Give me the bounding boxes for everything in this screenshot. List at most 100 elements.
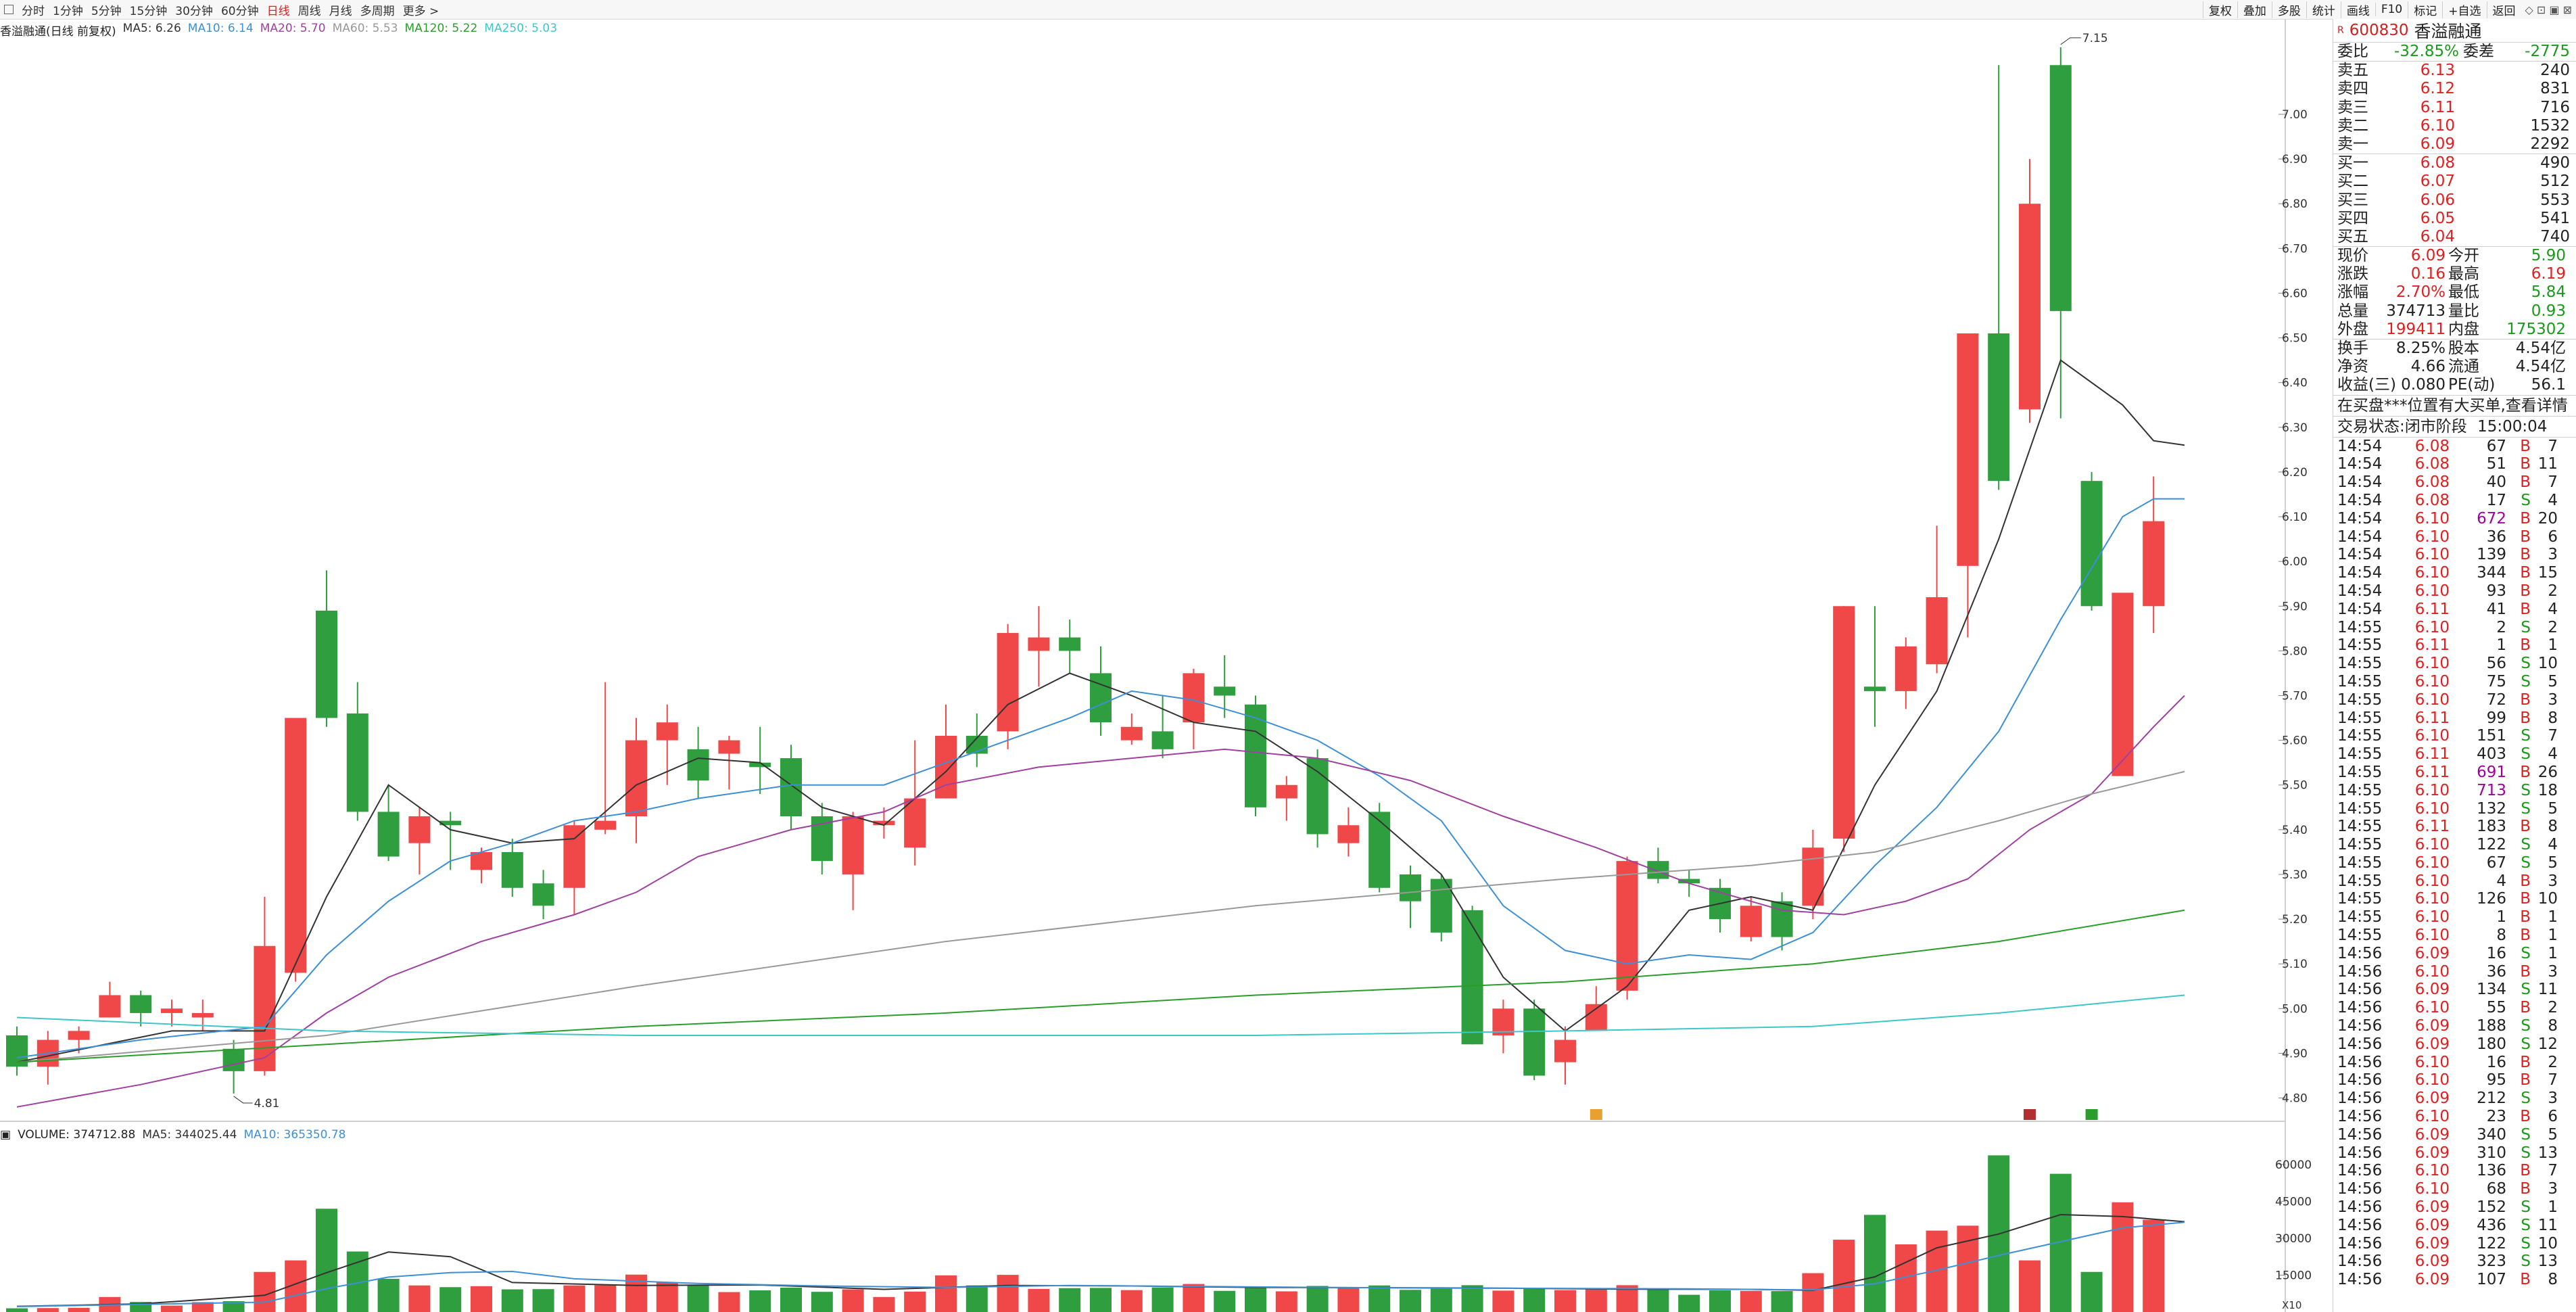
tool-button-4[interactable]: 画线 bbox=[2340, 1, 2375, 18]
period-tab-6[interactable]: 日线 bbox=[266, 4, 290, 18]
tool-button-1[interactable]: 叠加 bbox=[2237, 1, 2272, 18]
tick-row: 14:56 6.09 212 S 3 bbox=[2337, 1090, 2558, 1108]
candle-body bbox=[1120, 726, 1143, 741]
tick-row: 14:56 6.10 68 B 3 bbox=[2337, 1180, 2558, 1198]
price-tick-label: 6.90 bbox=[2282, 153, 2308, 166]
ma10-label: MA10: 6.14 bbox=[187, 22, 254, 35]
period-tab-2[interactable]: 5分钟 bbox=[91, 4, 122, 18]
volume-bar bbox=[656, 1282, 678, 1312]
chart-tools: 复权 叠加 多股 统计 画线 F10 标记 +自选 返回 ◇ ⊡ ▣ ⊠ bbox=[2202, 0, 2576, 19]
candle-body bbox=[346, 713, 368, 812]
candle-body bbox=[1090, 673, 1112, 723]
layout-toggle-icon[interactable] bbox=[4, 5, 14, 14]
volume-bar bbox=[1059, 1288, 1081, 1312]
vma10-line bbox=[16, 1221, 2185, 1307]
tick-row: 14:55 6.10 75 S 5 bbox=[2337, 672, 2558, 690]
tool-button-8[interactable]: 返回 bbox=[2486, 1, 2521, 18]
volume-tick-label: 45000 bbox=[2275, 1195, 2312, 1209]
candle-body bbox=[656, 722, 678, 741]
tool-button-6[interactable]: 标记 bbox=[2408, 1, 2442, 18]
period-tab-0[interactable]: 分时 bbox=[22, 4, 45, 18]
candle-body bbox=[1988, 333, 2010, 482]
ma120-line bbox=[16, 909, 2185, 1063]
candle-body bbox=[780, 758, 802, 817]
tick-row: 14:55 6.10 4 B 3 bbox=[2337, 872, 2558, 890]
price-tick-label: 5.50 bbox=[2282, 779, 2308, 793]
price-tick-label: 6.70 bbox=[2282, 242, 2308, 256]
ma250-line bbox=[16, 994, 2185, 1036]
period-tab-3[interactable]: 15分钟 bbox=[129, 4, 168, 18]
price-tick-label: 5.40 bbox=[2282, 824, 2308, 837]
volume-tick-label: 60000 bbox=[2275, 1158, 2312, 1172]
candle-body bbox=[563, 825, 586, 888]
ma20-line bbox=[16, 695, 2185, 1108]
candle-body bbox=[1337, 825, 1360, 843]
period-tab-9[interactable]: 多周期 bbox=[360, 4, 395, 18]
period-toolbar: 分时 1分钟 5分钟 15分钟 30分钟 60分钟 日线 周线 月线 多周期 更多 > 复权 叠加 多股… bbox=[0, 0, 2576, 20]
fundamental-row: 净资 4.66 流通 4.54亿 bbox=[2337, 358, 2566, 376]
period-tab-8[interactable]: 月线 bbox=[329, 4, 352, 18]
sells-row: 卖三 6.11 716 bbox=[2337, 98, 2570, 116]
vol-ma10-label: MA10: 365350.78 bbox=[243, 1128, 346, 1142]
volume-bar bbox=[408, 1285, 431, 1312]
tick-list[interactable]: 14:54 6.08 67 B 7 14:54 6.08 51 B 11 14:54 6.08 40 B 7… bbox=[2333, 436, 2576, 1289]
period-tab-10[interactable]: 更多 > bbox=[402, 4, 439, 18]
volume-bar bbox=[1802, 1273, 1824, 1312]
period-tab-7[interactable]: 周线 bbox=[297, 4, 321, 18]
kline-chart[interactable]: 4.80 4.90 5.00 5.10 5.20 5.30 5.40 5.50 5.60 5.70… bbox=[0, 0, 2333, 1312]
volume-bar bbox=[1430, 1288, 1452, 1312]
tool-button-2[interactable]: 多股 bbox=[2271, 1, 2306, 18]
candle-body bbox=[1275, 784, 1297, 799]
candle-body bbox=[594, 820, 617, 830]
candle-body bbox=[1926, 597, 1948, 665]
candle-body bbox=[1957, 333, 1979, 566]
candle-body bbox=[2112, 592, 2134, 776]
window-controls-icon[interactable]: ◇ ⊡ ▣ ⊠ bbox=[2525, 3, 2573, 16]
tool-button-7[interactable]: +自选 bbox=[2442, 1, 2486, 18]
period-tab-4[interactable]: 30分钟 bbox=[175, 4, 213, 18]
volume-bar bbox=[1833, 1240, 1855, 1312]
tick-row: 14:56 6.09 180 S 12 bbox=[2337, 1035, 2558, 1053]
price-tick-label: 5.20 bbox=[2282, 913, 2308, 927]
ma-legend: 香溢融通(日线 前复权) MA5: 6.26 MA10: 6.14 MA20: … bbox=[0, 22, 557, 39]
candle-body bbox=[254, 945, 276, 1071]
candle-body bbox=[749, 762, 771, 768]
candle-body bbox=[1400, 874, 1421, 901]
period-tab-1[interactable]: 1分钟 bbox=[53, 4, 83, 18]
tool-button-3[interactable]: 统计 bbox=[2306, 1, 2341, 18]
volume-bar bbox=[1554, 1290, 1576, 1312]
candle-body bbox=[1368, 812, 1391, 888]
quote-stats: 现价 6.09 今开 5.90 涨跌 0.16 最高 6.19 涨幅 2.70% 最低 5.84 总量 3… bbox=[2333, 246, 2576, 339]
quote-panel: R 600830 香溢融通 委比 -32.85% 委差 -2775 卖五 6.13… bbox=[2333, 19, 2576, 1312]
quote-row: 涨幅 2.70% 最低 5.84 bbox=[2337, 283, 2566, 302]
volume-bar bbox=[1647, 1288, 1669, 1312]
candle-body bbox=[2143, 521, 2165, 607]
price-tick-label: 6.00 bbox=[2282, 555, 2308, 569]
period-tab-5[interactable]: 60分钟 bbox=[220, 4, 259, 18]
price-tick-label: 5.30 bbox=[2282, 868, 2308, 882]
stock-code: 600830 bbox=[2349, 22, 2409, 39]
fundamental-row: 换手 8.25% 股本 4.54亿 bbox=[2337, 339, 2566, 357]
candle-body bbox=[2080, 481, 2103, 607]
tool-button-5[interactable]: F10 bbox=[2375, 3, 2408, 16]
candle-body bbox=[1740, 906, 1762, 937]
tick-row: 14:54 6.08 17 S 4 bbox=[2337, 491, 2558, 509]
quote-row: 总量 374713 量比 0.93 bbox=[2337, 302, 2566, 320]
tool-button-0[interactable]: 复权 bbox=[2202, 1, 2237, 18]
candle-body bbox=[997, 632, 1019, 732]
big-order-notice[interactable]: 在买盘***位置有大买单,查看详情 bbox=[2333, 394, 2576, 416]
volume-bar bbox=[316, 1209, 337, 1312]
candle-body bbox=[316, 610, 337, 718]
candle-body bbox=[191, 1012, 214, 1018]
buys-row: 买一 6.08 490 bbox=[2337, 154, 2570, 172]
tick-row: 14:55 6.11 1 B 1 bbox=[2337, 636, 2558, 655]
tick-row: 14:56 6.10 136 B 7 bbox=[2337, 1162, 2558, 1180]
volume-bar bbox=[1245, 1287, 1266, 1312]
volume-label: VOLUME: 374712.88 bbox=[18, 1128, 136, 1142]
sells-row: 卖二 6.10 1532 bbox=[2337, 116, 2570, 135]
volume-bar bbox=[1183, 1284, 1205, 1312]
ma10-line bbox=[16, 498, 2185, 1058]
vol-ma5-label: MA5: 344025.44 bbox=[142, 1128, 237, 1142]
volume-tick-label: 15000 bbox=[2275, 1269, 2312, 1282]
volume-bar bbox=[1709, 1290, 1731, 1312]
